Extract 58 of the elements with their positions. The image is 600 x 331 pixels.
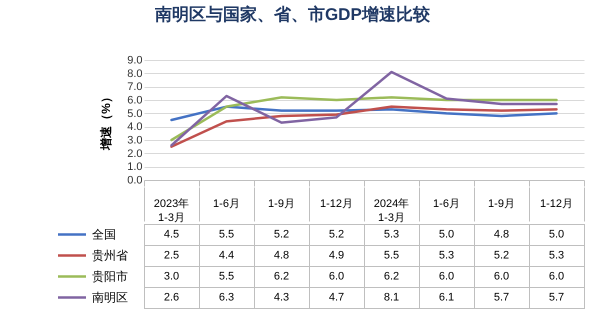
data-label: 6.0 <box>494 270 510 282</box>
y-tick-label: 9.0 <box>127 54 142 66</box>
x-tick-label: 1-9月 <box>268 198 295 210</box>
y-tick-label: 0.0 <box>127 174 142 186</box>
data-label: 5.5 <box>218 270 234 282</box>
line-series <box>170 105 558 148</box>
data-label: 5.0 <box>548 228 564 240</box>
data-label: 4.4 <box>218 250 234 262</box>
data-label: 5.2 <box>494 250 510 262</box>
legend-label: 贵阳市 <box>92 270 128 284</box>
line-series <box>170 70 558 147</box>
data-label: 6.0 <box>328 270 344 282</box>
legend-label: 贵州省 <box>92 248 128 262</box>
data-label: 6.0 <box>438 270 454 282</box>
data-label: 4.5 <box>164 228 180 240</box>
data-label: 6.2 <box>274 270 290 282</box>
y-tick-label: 5.0 <box>127 108 142 120</box>
legend-label: 全国 <box>92 228 116 242</box>
x-tick-label: 2023年 1-3月 <box>154 198 190 224</box>
x-tick-label: 2024年 1-3月 <box>374 198 410 224</box>
data-label: 5.3 <box>384 228 400 240</box>
data-label: 4.8 <box>494 228 510 240</box>
x-tick-label: 1-9月 <box>488 198 515 210</box>
data-label: 5.3 <box>548 250 564 262</box>
data-label: 5.3 <box>438 250 454 262</box>
data-label: 4.9 <box>328 250 344 262</box>
data-label: 6.1 <box>438 292 454 304</box>
data-label: 5.0 <box>438 228 454 240</box>
data-label: 6.0 <box>548 270 564 282</box>
y-tick-label: 3.0 <box>127 134 142 146</box>
data-label: 6.2 <box>384 270 400 282</box>
x-tick-label: 1-6月 <box>433 198 460 210</box>
data-label: 5.7 <box>494 292 510 304</box>
data-label: 5.5 <box>384 250 400 262</box>
y-tick-label: 2.0 <box>127 148 142 160</box>
data-label: 5.2 <box>274 228 290 240</box>
x-tick-label: 1-12月 <box>320 198 354 210</box>
y-tick-label: 8.0 <box>127 68 142 80</box>
data-label: 6.3 <box>218 292 234 304</box>
y-axis-title: 增速（%） <box>99 91 114 151</box>
data-label: 4.3 <box>274 292 290 304</box>
data-label: 5.2 <box>328 228 344 240</box>
y-tick-label: 6.0 <box>127 94 142 106</box>
chart-title: 南明区与国家、省、市GDP增速比较 <box>154 5 431 24</box>
data-label: 2.6 <box>164 292 180 304</box>
data-label: 4.8 <box>274 250 290 262</box>
y-tick-label: 7.0 <box>127 81 142 94</box>
data-label: 4.7 <box>328 292 344 304</box>
y-tick-label: 1.0 <box>127 161 142 174</box>
legend-label: 南明区 <box>92 290 128 304</box>
data-label: 3.0 <box>164 270 180 282</box>
data-label: 8.1 <box>384 292 400 304</box>
x-tick-label: 1-12月 <box>540 198 574 210</box>
x-tick-label: 1-6月 <box>213 198 240 210</box>
data-label: 5.7 <box>548 292 564 304</box>
data-label: 5.5 <box>218 228 234 240</box>
y-tick-label: 4.0 <box>127 121 142 134</box>
data-label: 2.5 <box>164 250 180 262</box>
